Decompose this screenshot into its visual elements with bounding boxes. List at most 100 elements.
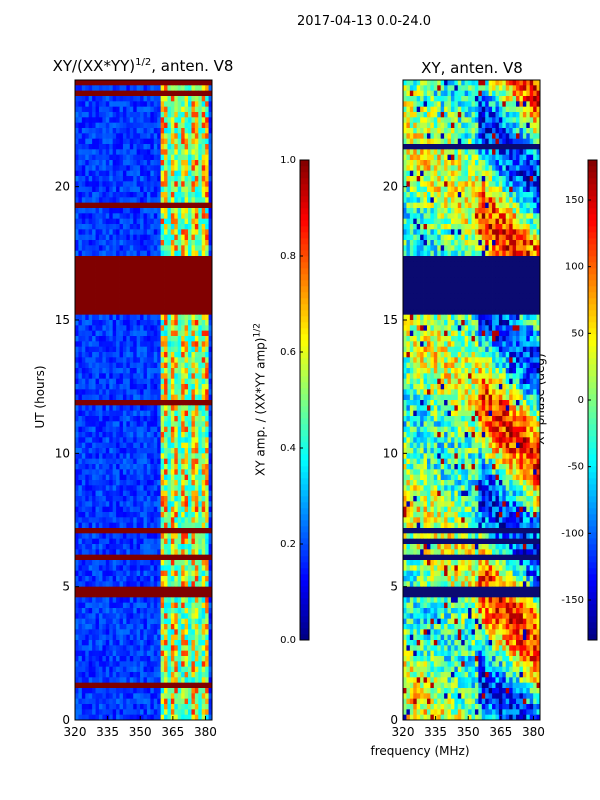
amp-heatmap-cell <box>164 250 168 257</box>
amp-heatmap-cell <box>143 528 148 534</box>
amp-heatmap-cell <box>85 240 90 246</box>
amp-heatmap-cell <box>150 266 155 273</box>
amp-heatmap-cell <box>150 213 155 220</box>
amp-heatmap-cell <box>102 538 107 545</box>
amp-heatmap-cell <box>150 170 155 177</box>
amp-heatmap-cell <box>85 96 90 102</box>
amp-heatmap-cell <box>136 181 141 188</box>
amp-heatmap-cell <box>109 266 114 273</box>
amp-heatmap-cell <box>153 458 158 465</box>
amp-heatmap-cell <box>208 608 213 614</box>
amp-heatmap-cell <box>78 234 83 241</box>
amp-heatmap-cell <box>160 80 165 86</box>
amp-heatmap-cell <box>109 602 114 609</box>
amp-heatmap-cell <box>81 266 86 273</box>
amp-heatmap-cell <box>136 304 141 310</box>
amp-heatmap-cell <box>126 176 131 182</box>
amp-heatmap-cell <box>112 410 117 417</box>
amp-heatmap-cell <box>116 432 120 438</box>
amp-heatmap-cell <box>88 416 93 422</box>
amp-heatmap-cell <box>140 688 144 694</box>
amp-heatmap-cell <box>208 480 213 486</box>
amp-heatmap-cell <box>191 496 196 502</box>
amp-heatmap-cell <box>95 464 100 470</box>
amp-heatmap-cell <box>92 528 96 534</box>
amp-heatmap-cell <box>105 186 110 193</box>
amp-heatmap-cell <box>160 261 165 268</box>
amp-heatmap-cell <box>174 138 179 145</box>
amp-heatmap-cell <box>146 101 151 108</box>
amp-heatmap-cell <box>85 442 90 449</box>
amp-heatmap-cell <box>167 224 172 230</box>
amp-heatmap-cell <box>188 394 192 401</box>
amp-heatmap-cell <box>109 352 114 358</box>
amp-heatmap-cell <box>140 618 144 625</box>
amp-heatmap-cell <box>126 309 131 316</box>
amp-heatmap-cell <box>188 442 192 449</box>
amp-heatmap-cell <box>143 144 148 150</box>
amp-heatmap-cell <box>78 560 83 566</box>
amp-heatmap-cell <box>140 528 144 534</box>
amp-heatmap-cell <box>191 592 196 598</box>
amp-heatmap-cell <box>174 517 179 524</box>
amp-heatmap-cell <box>208 560 213 566</box>
amp-heatmap-cell <box>153 165 158 172</box>
amp-heatmap-cell <box>119 581 124 588</box>
amp-heatmap-cell <box>95 389 100 396</box>
amp-heatmap-cell <box>167 96 172 102</box>
amp-heatmap-cell <box>157 613 162 620</box>
amp-heatmap-cell <box>198 496 203 502</box>
amp-heatmap-cell <box>164 149 168 156</box>
amp-xtick-label: 350 <box>129 725 152 739</box>
amp-heatmap-cell <box>208 144 213 150</box>
amp-heatmap-cell <box>112 501 117 508</box>
phase-heatmap-cell <box>485 90 490 97</box>
amp-heatmap-cell <box>177 533 182 540</box>
amp-heatmap-cell <box>92 80 96 86</box>
amp-heatmap-cell <box>177 112 182 118</box>
amp-heatmap-cell <box>184 106 189 113</box>
amp-heatmap-cell <box>102 117 107 124</box>
amp-heatmap-cell <box>160 106 165 113</box>
amp-heatmap-cell <box>109 378 114 385</box>
amp-heatmap-cell <box>198 464 203 470</box>
amp-heatmap-cell <box>105 640 110 646</box>
amp-heatmap-cell <box>170 693 175 700</box>
amp-heatmap-cell <box>184 213 189 220</box>
amp-heatmap-cell <box>167 250 172 257</box>
amp-heatmap-cell <box>140 501 144 508</box>
amp-heatmap-cell <box>153 352 158 358</box>
amp-heatmap-cell <box>140 165 144 172</box>
amp-heatmap-cell <box>194 309 199 316</box>
amp-heatmap-cell <box>143 682 148 689</box>
amp-heatmap-cell <box>126 160 131 166</box>
amp-heatmap-cell <box>78 304 83 310</box>
amp-heatmap-cell <box>194 560 199 566</box>
amp-heatmap-cell <box>81 186 86 193</box>
amp-heatmap-cell <box>167 437 172 444</box>
amp-heatmap-cell <box>153 656 158 662</box>
phase-heatmap-cell <box>447 85 452 92</box>
amp-heatmap-cell <box>85 266 90 273</box>
amp-heatmap-cell <box>112 640 117 646</box>
amp-heatmap-cell <box>122 576 127 582</box>
amp-heatmap-cell <box>85 533 90 540</box>
amp-heatmap-cell <box>198 282 203 289</box>
amp-heatmap-cell <box>184 570 189 577</box>
amp-heatmap-cell <box>140 565 144 572</box>
amp-heatmap-cell <box>164 309 168 316</box>
amp-heatmap-cell <box>181 160 185 166</box>
amp-heatmap-cell <box>81 357 86 364</box>
amp-heatmap-cell <box>181 80 185 86</box>
amp-heatmap-cell <box>112 549 117 556</box>
phase-heatmap-cell <box>481 96 486 102</box>
amp-heatmap-cell <box>160 581 165 588</box>
phase-heatmap-cell <box>529 96 534 102</box>
amp-heatmap-cell <box>191 640 196 646</box>
amp-heatmap-cell <box>143 645 148 652</box>
amp-heatmap-cell <box>205 80 209 86</box>
amp-heatmap-cell <box>170 437 175 444</box>
amp-heatmap-cell <box>170 645 175 652</box>
amp-heatmap-cell <box>105 282 110 289</box>
amp-heatmap-cell <box>109 245 114 252</box>
